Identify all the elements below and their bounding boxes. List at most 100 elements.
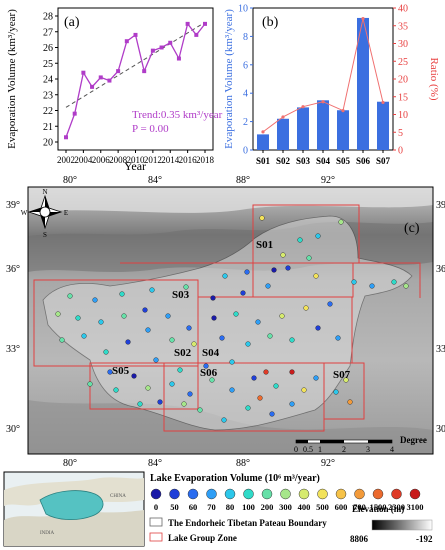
lon-bottom-84: 84° (148, 458, 162, 469)
panel-b-label: (b) (262, 15, 279, 30)
b-bar (277, 118, 289, 150)
legend-swatch (372, 488, 384, 500)
lake-point (403, 283, 409, 289)
zone-label-s05: S05 (112, 365, 130, 377)
lon-bottom-80: 80° (63, 458, 77, 469)
inset-label-india: INDIA (40, 531, 55, 536)
a-xtick-label: 2014 (161, 155, 180, 165)
a-ytick-label: 22 (43, 106, 53, 117)
b-y2tick-label: 35 (398, 21, 408, 32)
scale-1: 1 (318, 445, 322, 454)
lat-left-33: 33° (6, 344, 20, 355)
lake-point (315, 325, 321, 331)
b-y2tick-label: 10 (398, 110, 408, 121)
b-bar (337, 110, 349, 150)
lake-point (240, 290, 246, 296)
a-ytick-label: 24 (43, 75, 53, 86)
lat-right-33: 33° (436, 344, 445, 355)
a-data-point (98, 75, 103, 80)
legend-swatch (243, 488, 254, 500)
lake-point (271, 267, 277, 273)
panel-a-p-annotation: P = 0.00 (132, 123, 169, 135)
lake-point (191, 341, 197, 347)
lake-point (289, 337, 295, 343)
zone-s03 (120, 262, 421, 298)
legend-value: 80 (226, 502, 235, 512)
b-ratio-point (361, 17, 365, 21)
lake-point (255, 319, 261, 325)
lake-point (265, 283, 271, 289)
lake-point (125, 339, 131, 345)
lake-point (259, 215, 265, 221)
lake-point (153, 357, 159, 363)
b-bar (297, 107, 309, 150)
lake-point (81, 333, 87, 339)
lon-top-92: 92° (321, 175, 335, 186)
a-data-point (116, 69, 121, 74)
a-ytick-label: 23 (43, 90, 53, 101)
zone-s01 (252, 204, 360, 264)
zone-s07 (323, 362, 365, 420)
lake-point (197, 407, 203, 413)
a-data-point (142, 69, 147, 74)
b-ratio-point (281, 115, 285, 119)
legend-value: 60 (189, 502, 198, 512)
panel-a-y-ticks: 20 21 22 23 24 25 26 27 28 (43, 12, 58, 149)
lake-point (145, 327, 151, 333)
lake-point (209, 377, 215, 383)
scale-unit: Degree (400, 435, 427, 445)
lake-point (103, 349, 109, 355)
lake-point (303, 305, 309, 311)
b-ytick-label: 2 (243, 117, 248, 128)
zone-label-s06: S06 (200, 367, 218, 379)
lake-point (219, 335, 225, 341)
b-y2tick-label: 5 (398, 128, 403, 139)
lake-point (145, 385, 151, 391)
a-xtick-label: 2010 (127, 155, 146, 165)
legend-swatch (169, 488, 180, 500)
lat-left-36: 36° (6, 264, 20, 275)
panel-a-x-ticks: 2002 2004 2006 2008 2010 2012 2014 2016 2018 (57, 150, 215, 165)
compass-e: E (64, 209, 68, 217)
lon-top-88: 88° (236, 175, 250, 186)
lake-point (183, 284, 189, 290)
a-data-point (168, 40, 173, 45)
panel-a-points (64, 21, 207, 140)
lake-point (315, 233, 321, 239)
compass-n: N (42, 188, 47, 196)
a-data-point (133, 32, 138, 37)
b-xtick-label: S07 (376, 156, 391, 166)
lake-point (333, 389, 339, 395)
legend-value: 1500 (370, 502, 387, 512)
legend-swatch (317, 488, 328, 500)
panel-a-trend-annotation: Trend:0.35 km³/year (132, 109, 223, 121)
lake-point (87, 381, 93, 387)
a-data-point (124, 39, 129, 44)
compass-rose-icon: N S E W (21, 188, 68, 239)
lake-point (263, 369, 269, 375)
lake-points (55, 215, 409, 423)
legend-swatch (391, 488, 402, 500)
lon-bottom-88: 88° (236, 458, 250, 469)
lake-point (289, 401, 295, 407)
lake-point (186, 325, 192, 331)
legend-swatch (206, 488, 217, 500)
lake-point (210, 295, 216, 301)
lake-point (211, 315, 217, 321)
legend-swatch (409, 488, 421, 500)
b-bar (357, 17, 369, 150)
a-xtick-label: 2002 (57, 155, 75, 165)
lat-right-36: 36° (436, 264, 445, 275)
lat-left-30: 30° (6, 424, 20, 435)
lake-point (233, 311, 239, 317)
a-ytick-label: 26 (43, 43, 53, 54)
panel-a-x-axis-label: Year (124, 159, 146, 173)
legend-swatch (280, 488, 291, 500)
lake-point (113, 387, 119, 393)
lake-point (297, 237, 303, 243)
b-xtick-label: S03 (296, 156, 311, 166)
a-ytick-label: 25 (43, 59, 53, 70)
legend-zone-label: Lake Group Zone (168, 533, 237, 543)
legend-swatch (150, 488, 162, 500)
zone-label-s04: S04 (202, 347, 220, 359)
